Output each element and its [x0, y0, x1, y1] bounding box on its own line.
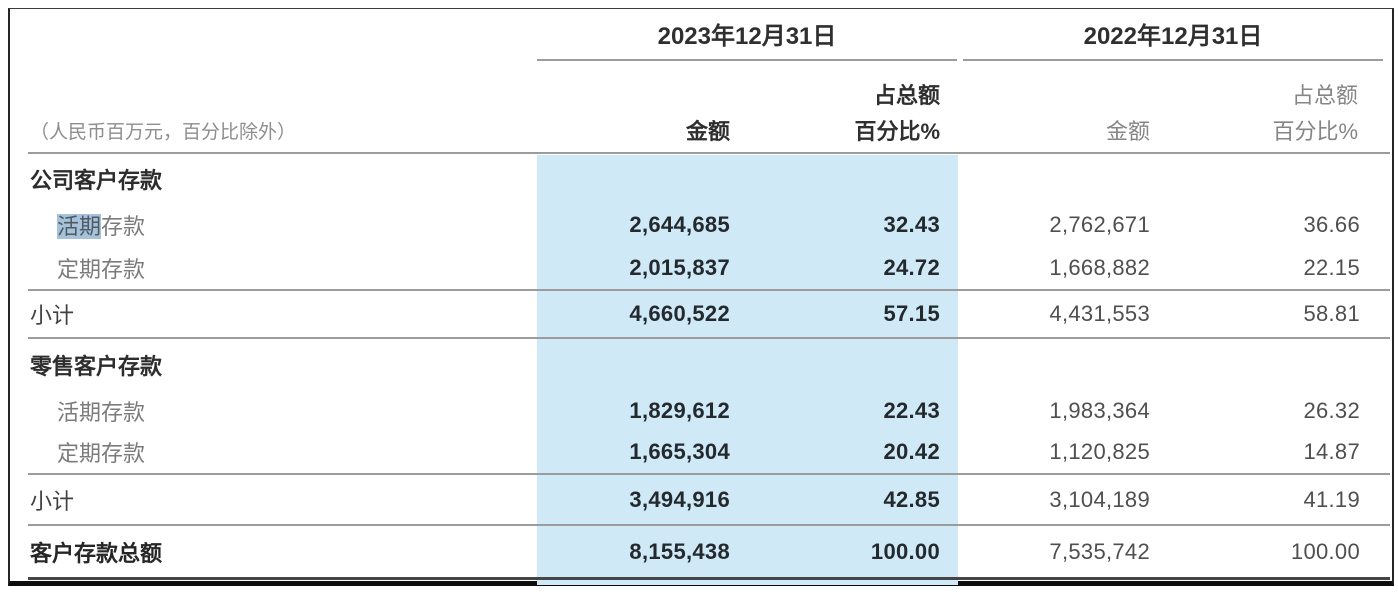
- amount-2022: 1,668,882: [1049, 254, 1150, 280]
- section-label: 公司客户存款: [30, 168, 163, 193]
- amount-2022: 7,535,742: [1049, 538, 1150, 564]
- period-2022-underline: [963, 59, 1383, 61]
- pct-header-line1-2022: 占总额: [1291, 83, 1358, 108]
- period-2022-header: 2022年12月31日: [1083, 23, 1263, 50]
- pct-2023: 20.42: [883, 439, 940, 464]
- amount-2023: 4,660,522: [629, 301, 730, 326]
- amount-2023: 1,829,612: [629, 398, 730, 423]
- pct-2023: 57.15: [883, 301, 940, 326]
- table-row-corporate-time: 定期存款 2,015,837 24.72 1,668,882 22.15: [28, 246, 1390, 289]
- selected-text: 活期: [57, 214, 102, 239]
- table-row-grand-total: 客户存款总额 8,155,438 100.00 7,535,742 100.00: [28, 526, 1390, 580]
- pct-2022: 22.15: [1303, 254, 1360, 280]
- total-label: 客户存款总额: [30, 540, 163, 566]
- row-label: 定期存款: [57, 441, 146, 466]
- amount-2022: 3,104,189: [1049, 486, 1150, 512]
- pct-2022: 26.32: [1303, 398, 1360, 423]
- section-label: 零售客户存款: [30, 354, 163, 379]
- amount-2023: 2,644,685: [629, 212, 730, 237]
- amount-2023: 2,015,837: [629, 254, 730, 280]
- amount-2022: 4,431,553: [1049, 301, 1150, 326]
- table-row-section-corporate: 公司客户存款: [28, 154, 1390, 204]
- row-label: 定期存款: [57, 256, 146, 282]
- pct-2022: 58.81: [1303, 301, 1360, 326]
- subtotal-label: 小计: [30, 303, 75, 328]
- table-row-retail-subtotal: 小计 3,494,916 42.85 3,104,189 41.19: [28, 473, 1390, 526]
- pct-2022: 36.66: [1303, 212, 1360, 237]
- pct-2022: 100.00: [1290, 538, 1360, 564]
- row-label: 活期存款: [57, 400, 146, 425]
- pct-header-line2-2023: 百分比%: [854, 119, 940, 144]
- pct-header-line2-2022: 百分比%: [1272, 119, 1358, 144]
- table-body: 公司客户存款 活期存款 2,644,685 32.43 2,762,671 36…: [28, 154, 1390, 580]
- period-2023-header: 2023年12月31日: [657, 23, 837, 50]
- amount-header-2022: 金额: [1105, 119, 1150, 144]
- amount-2022: 1,120,825: [1049, 439, 1150, 464]
- pct-2023: 32.43: [883, 212, 940, 237]
- subtotal-label: 小计: [30, 488, 75, 514]
- period-2023-underline: [537, 59, 957, 61]
- amount-2022: 2,762,671: [1049, 212, 1150, 237]
- amount-2023: 1,665,304: [629, 439, 730, 464]
- amount-2023: 3,494,916: [629, 486, 730, 512]
- table-row-corporate-demand: 活期存款 2,644,685 32.43 2,762,671 36.66: [28, 204, 1390, 246]
- row-label-tail: 存款: [101, 214, 146, 239]
- amount-2023: 8,155,438: [629, 538, 730, 564]
- pct-2023: 22.43: [883, 398, 940, 423]
- table-row-retail-time: 定期存款 1,665,304 20.42 1,120,825 14.87: [28, 431, 1390, 473]
- pct-header-line1-2023: 占总额: [873, 83, 940, 108]
- table-row-corporate-subtotal: 小计 4,660,522 57.15 4,431,553 58.81: [28, 289, 1390, 339]
- table-row-section-retail: 零售客户存款: [28, 339, 1390, 391]
- pct-2023: 100.00: [870, 538, 940, 564]
- pct-2022: 14.87: [1303, 439, 1360, 464]
- table-row-retail-demand: 活期存款 1,829,612 22.43 1,983,364 26.32: [28, 391, 1390, 431]
- header-bottom-rule: [28, 152, 1390, 154]
- pct-2023: 42.85: [883, 486, 940, 512]
- amount-header-2023: 金额: [685, 119, 730, 144]
- amount-2022: 1,983,364: [1049, 398, 1150, 423]
- pct-2023: 24.72: [883, 254, 940, 280]
- current-year-highlight-band: [537, 155, 958, 585]
- units-note: （人民币百万元，百分比除外）: [30, 122, 297, 143]
- pct-2022: 41.19: [1303, 486, 1360, 512]
- row-label: 活期存款: [28, 209, 520, 241]
